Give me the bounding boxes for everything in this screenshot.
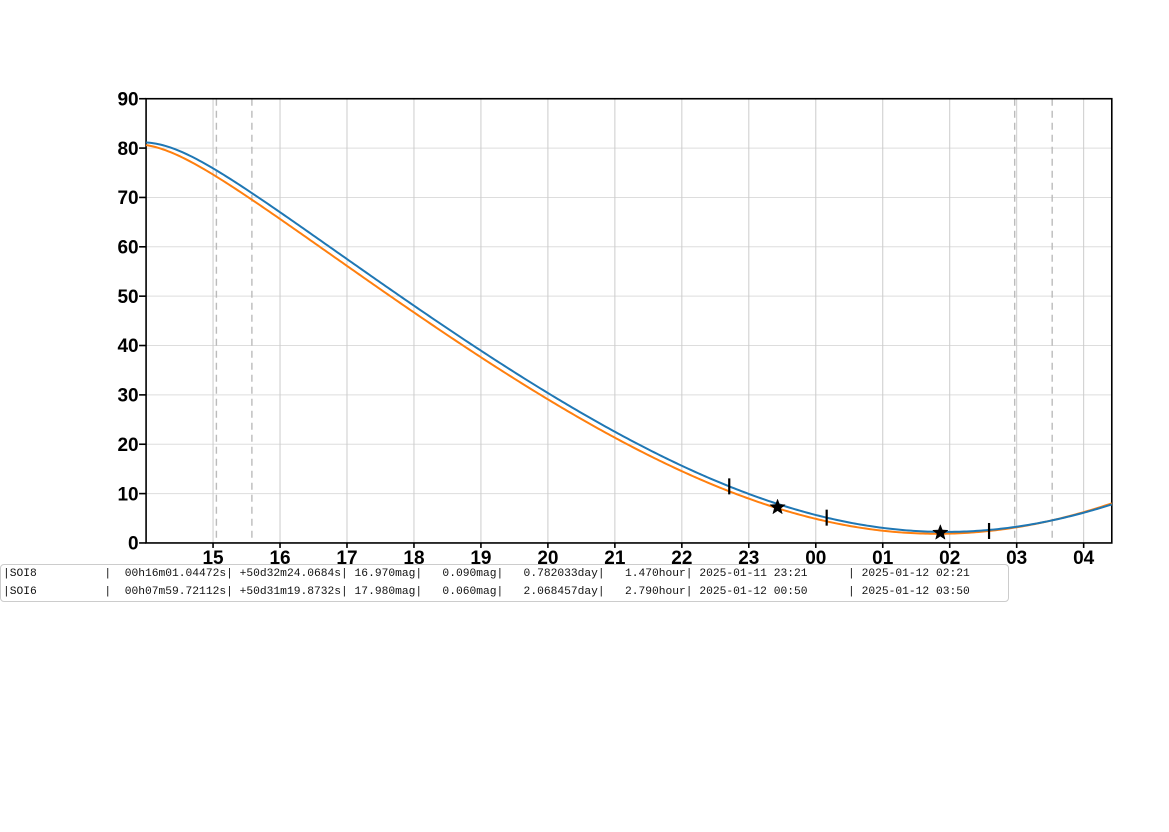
svg-text:50: 50 xyxy=(117,287,138,308)
svg-text:80: 80 xyxy=(117,139,138,160)
svg-text:10: 10 xyxy=(117,484,138,505)
svg-text:90: 90 xyxy=(117,89,138,110)
svg-text:60: 60 xyxy=(117,238,138,259)
svg-text:30: 30 xyxy=(117,386,138,407)
svg-text:40: 40 xyxy=(117,336,138,357)
svg-text:70: 70 xyxy=(117,188,138,209)
svg-text:20: 20 xyxy=(117,435,138,456)
svg-text:0: 0 xyxy=(128,534,139,555)
svg-text:03: 03 xyxy=(1006,548,1027,569)
svg-text:04: 04 xyxy=(1073,548,1095,569)
